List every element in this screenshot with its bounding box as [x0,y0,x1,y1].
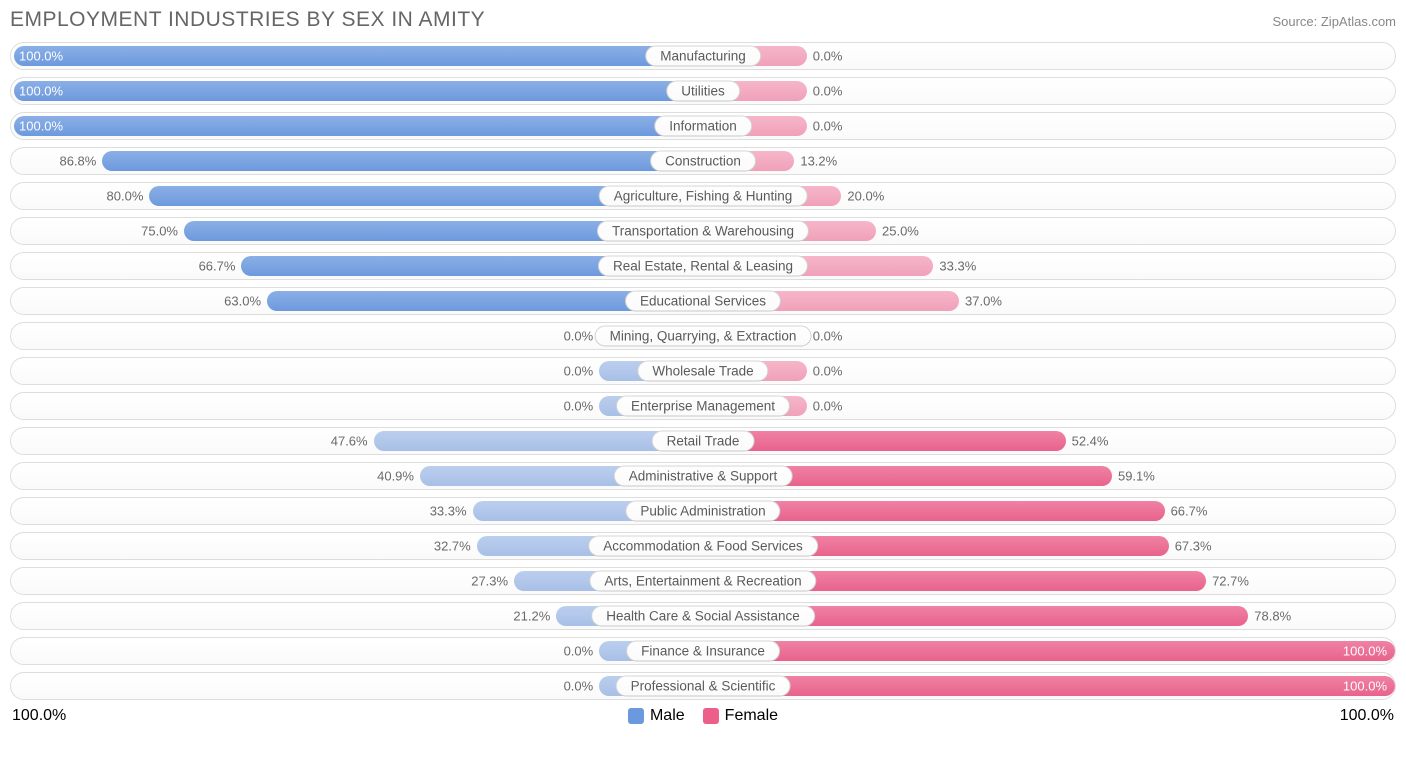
industry-label: Professional & Scientific [616,676,791,697]
industry-row: 66.7% 33.3% Real Estate, Rental & Leasing [10,252,1396,280]
male-pct-label: 86.8% [59,154,96,169]
female-pct-label: 100.0% [1343,679,1387,694]
chart-legend: Male Female [628,707,778,725]
female-pct-label: 13.2% [800,154,837,169]
male-pct-label: 47.6% [331,434,368,449]
female-pct-label: 0.0% [813,84,843,99]
industry-row: 32.7% 67.3% Accommodation & Food Services [10,532,1396,560]
industry-row: 63.0% 37.0% Educational Services [10,287,1396,315]
female-pct-label: 78.8% [1254,609,1291,624]
female-bar [703,641,1395,661]
female-pct-label: 20.0% [847,189,884,204]
industry-row: 100.0% 0.0% Utilities [10,77,1396,105]
male-bar [14,81,706,101]
male-pct-label: 21.2% [513,609,550,624]
female-pct-label: 0.0% [813,49,843,64]
male-pct-label: 0.0% [564,364,594,379]
chart-footer: 100.0% Male Female 100.0% [10,707,1396,729]
female-bar [703,431,1066,451]
axis-right-label: 100.0% [1340,707,1394,725]
male-pct-label: 0.0% [564,679,594,694]
industry-row: 86.8% 13.2% Construction [10,147,1396,175]
female-pct-label: 67.3% [1175,539,1212,554]
industry-label: Retail Trade [652,431,755,452]
industry-label: Health Care & Social Assistance [591,606,815,627]
industry-row: 40.9% 59.1% Administrative & Support [10,462,1396,490]
male-pct-label: 80.0% [107,189,144,204]
male-bar [102,151,703,171]
industry-row: 27.3% 72.7% Arts, Entertainment & Recreati… [10,567,1396,595]
industry-row: 47.6% 52.4% Retail Trade [10,427,1396,455]
industry-label: Information [654,116,752,137]
axis-left-label: 100.0% [12,707,66,725]
industry-label: Manufacturing [645,46,761,67]
industry-label: Finance & Insurance [626,641,780,662]
legend-male-swatch [628,708,644,724]
industry-row: 0.0% 100.0% Professional & Scientific [10,672,1396,700]
male-bar [14,46,706,66]
legend-male: Male [628,707,685,725]
industry-row: 21.2% 78.8% Health Care & Social Assistanc… [10,602,1396,630]
chart-source: Source: ZipAtlas.com [1272,14,1396,29]
industry-label: Arts, Entertainment & Recreation [589,571,816,592]
male-pct-label: 0.0% [564,399,594,414]
female-pct-label: 59.1% [1118,469,1155,484]
industry-label: Enterprise Management [616,396,790,417]
female-pct-label: 0.0% [813,329,843,344]
industry-label: Transportation & Warehousing [597,221,809,242]
female-pct-label: 37.0% [965,294,1002,309]
industry-label: Educational Services [625,291,781,312]
industry-row: 80.0% 20.0% Agriculture, Fishing & Hunting [10,182,1396,210]
industry-row: 0.0% 0.0% Wholesale Trade [10,357,1396,385]
industry-row: 0.0% 0.0% Enterprise Management [10,392,1396,420]
legend-female-swatch [703,708,719,724]
industry-row: 75.0% 25.0% Transportation & Warehousing [10,217,1396,245]
industry-label: Wholesale Trade [637,361,768,382]
female-pct-label: 52.4% [1072,434,1109,449]
chart-header: EMPLOYMENT INDUSTRIES BY SEX IN AMITY So… [10,8,1396,32]
industry-row: 33.3% 66.7% Public Administration [10,497,1396,525]
male-pct-label: 63.0% [224,294,261,309]
female-pct-label: 66.7% [1171,504,1208,519]
female-pct-label: 100.0% [1343,644,1387,659]
male-pct-label: 40.9% [377,469,414,484]
male-pct-label: 33.3% [430,504,467,519]
industry-row: 0.0% 0.0%Mining, Quarrying, & Extraction [10,322,1396,350]
male-bar [14,116,706,136]
male-pct-label: 32.7% [434,539,471,554]
male-pct-label: 0.0% [564,329,594,344]
female-pct-label: 0.0% [813,119,843,134]
legend-male-label: Male [650,707,685,725]
female-pct-label: 0.0% [813,399,843,414]
industry-label: Construction [650,151,756,172]
female-pct-label: 25.0% [882,224,919,239]
male-pct-label: 75.0% [141,224,178,239]
legend-female-label: Female [725,707,778,725]
male-pct-label: 27.3% [471,574,508,589]
industry-label: Utilities [666,81,740,102]
chart-rows: 100.0% 0.0% Manufacturing 100.0% 0.0% Utiliti… [10,42,1396,700]
industry-label: Mining, Quarrying, & Extraction [595,326,812,347]
male-pct-label: 100.0% [19,119,63,134]
industry-label: Agriculture, Fishing & Hunting [599,186,808,207]
male-pct-label: 100.0% [19,84,63,99]
male-pct-label: 0.0% [564,644,594,659]
industry-label: Accommodation & Food Services [588,536,818,557]
industry-label: Administrative & Support [614,466,793,487]
male-pct-label: 66.7% [199,259,236,274]
legend-female: Female [703,707,778,725]
chart-title: EMPLOYMENT INDUSTRIES BY SEX IN AMITY [10,8,485,32]
female-bar [703,676,1395,696]
industry-row: 100.0% 0.0% Manufacturing [10,42,1396,70]
female-pct-label: 72.7% [1212,574,1249,589]
industry-row: 100.0% 0.0% Information [10,112,1396,140]
industry-label: Public Administration [625,501,780,522]
female-pct-label: 0.0% [813,364,843,379]
male-pct-label: 100.0% [19,49,63,64]
industry-label: Real Estate, Rental & Leasing [598,256,808,277]
industry-row: 0.0% 100.0% Finance & Insurance [10,637,1396,665]
female-pct-label: 33.3% [939,259,976,274]
